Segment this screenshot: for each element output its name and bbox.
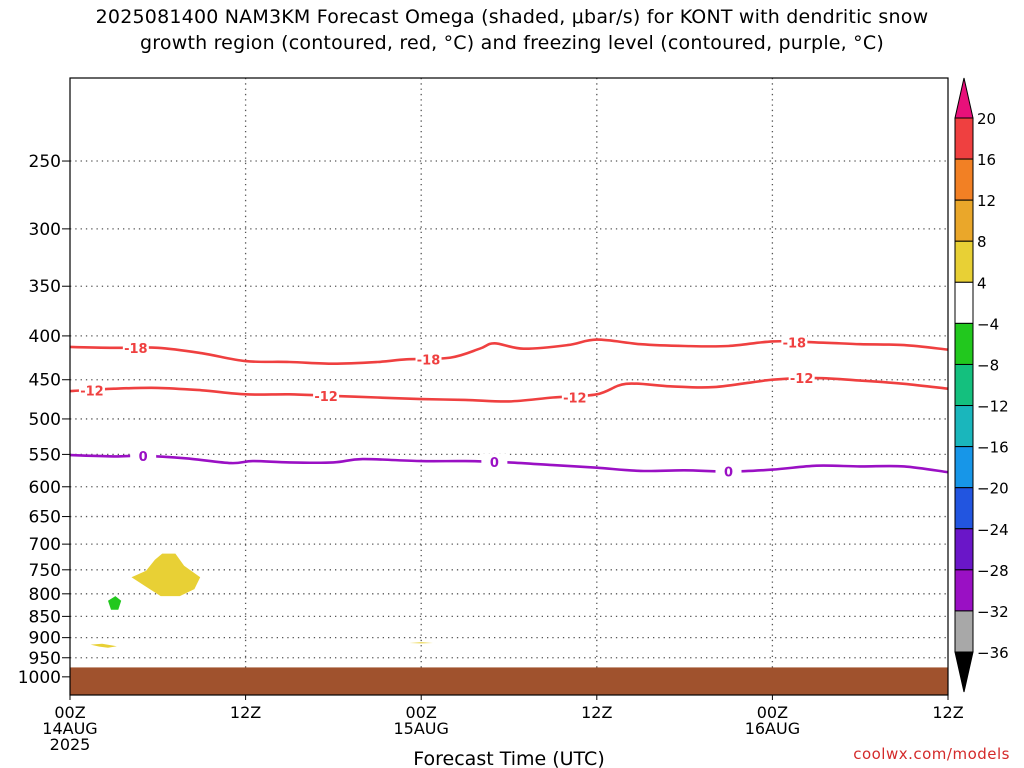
x-tick-label: 12Z	[581, 703, 612, 722]
shaded-area-2	[90, 643, 117, 648]
contour-label-bg	[130, 447, 157, 464]
contour-label-bg	[415, 351, 442, 368]
colorbar-tick-label: −4	[977, 315, 999, 333]
contour-label: -12	[563, 391, 587, 406]
plot-frame	[69, 77, 949, 696]
shaded-area-1	[108, 596, 122, 610]
contour-label-bg	[481, 453, 508, 470]
contour-label: -18	[783, 336, 807, 351]
contour-2	[69, 453, 949, 474]
y-tick-label: 550	[29, 445, 61, 465]
terrain	[70, 667, 948, 695]
contour-label: -12	[790, 372, 814, 387]
contour-label-bg	[78, 382, 105, 399]
colorbar-box	[954, 569, 974, 612]
contour-label-bg	[715, 463, 742, 480]
x-tick-label: 00Z	[54, 703, 85, 722]
x-tick-label: 12Z	[932, 703, 963, 722]
contour-label-bg	[313, 387, 340, 404]
contour-label-bg	[561, 389, 588, 406]
colorbar-top-arrow	[954, 77, 974, 119]
y-tick-label: 350	[29, 277, 61, 297]
colorbar-box	[954, 158, 974, 201]
colorbar-tick-label: 8	[977, 233, 987, 251]
shaded-area-0	[131, 553, 201, 597]
colorbar-box	[954, 446, 974, 489]
colorbar-box	[954, 528, 974, 571]
colorbar-tick-label: 12	[977, 192, 996, 210]
y-tick-label: 450	[29, 371, 61, 391]
colorbar-tick-label: −20	[977, 480, 1009, 498]
grid	[70, 78, 948, 695]
colorbar-tick-label: 16	[977, 151, 996, 169]
y-tick-label: 950	[29, 649, 61, 669]
colorbar-box	[954, 487, 974, 530]
colorbar-tick-label: −12	[977, 398, 1009, 416]
y-tick-label: 500	[29, 410, 61, 430]
y-tick-label: 250	[29, 152, 61, 172]
x-tick-label: 14AUG	[42, 719, 97, 738]
y-tick-label: 800	[29, 585, 61, 605]
x-tick-label: 00Z	[757, 703, 788, 722]
contour-label: -18	[124, 342, 148, 357]
contour-0	[69, 338, 949, 365]
colorbar-tick-label: −36	[977, 644, 1009, 662]
contour-label: 0	[490, 456, 499, 471]
colorbar-box	[954, 281, 974, 324]
terrain-fill	[70, 667, 948, 695]
x-tick-label: 00Z	[406, 703, 437, 722]
x-tick-label: 15AUG	[393, 719, 448, 738]
contour-label-bg	[788, 370, 815, 387]
colorbar-tick-label: 20	[977, 110, 996, 128]
contour-label: -12	[80, 384, 104, 399]
chart-title-line-1: 2025081400 NAM3KM Forecast Omega (shaded…	[95, 6, 929, 28]
y-tick-label: 300	[29, 220, 61, 240]
colorbar-bottom-arrow	[954, 651, 974, 693]
x-tick-label: 2025	[50, 735, 91, 754]
x-tick-label: 12Z	[230, 703, 261, 722]
colorbar-tick-label: −16	[977, 439, 1009, 457]
contour-label-bg	[781, 334, 808, 351]
omega-shading	[90, 553, 433, 648]
colorbar-box	[954, 322, 974, 365]
y-axis: 2503003504004505005506006507007508008509…	[18, 152, 70, 688]
colorbar-box	[954, 117, 974, 160]
colorbar-box	[954, 610, 974, 653]
colorbar-box	[954, 199, 974, 242]
colorbar-tick-label: −8	[977, 356, 999, 374]
contour-label: -18	[417, 353, 441, 368]
contour-label: -12	[314, 390, 338, 405]
contour-1	[69, 376, 949, 403]
contour-label-bg	[122, 339, 149, 356]
shaded-area-3	[409, 642, 433, 644]
y-tick-label: 650	[29, 508, 61, 528]
y-tick-label: 1000	[18, 668, 61, 688]
y-tick-label: 400	[29, 327, 61, 347]
x-tick-label: 16AUG	[745, 719, 800, 738]
contour-lines: -18 -18 -18 -12 -12 -12 -12 0 0 0	[69, 334, 949, 481]
y-tick-label: 700	[29, 535, 61, 555]
contour-label: 0	[724, 466, 733, 481]
colorbar-tick-label: −32	[977, 603, 1009, 621]
credit-text: coolwx.com/models	[853, 745, 1010, 763]
chart-title-line-2: growth region (contoured, red, °C) and f…	[140, 32, 884, 54]
colorbar-box	[954, 405, 974, 448]
colorbar-tick-label: −24	[977, 521, 1009, 539]
y-tick-label: 850	[29, 607, 61, 627]
colorbar-tick-label: −28	[977, 562, 1009, 580]
colorbar-tick-label: 4	[977, 274, 987, 292]
y-tick-label: 600	[29, 478, 61, 498]
plot-border	[69, 77, 949, 696]
colorbar: 20 16 12 8 4 −4 −8 −12 −16 −20 −24 −28 −32 −36	[954, 77, 1009, 693]
y-tick-label: 900	[29, 629, 61, 649]
y-tick-label: 750	[29, 561, 61, 581]
contour-label: 0	[139, 450, 148, 465]
colorbar-box	[954, 240, 974, 283]
colorbar-box	[954, 363, 974, 407]
x-axis-label: Forecast Time (UTC)	[413, 748, 604, 768]
